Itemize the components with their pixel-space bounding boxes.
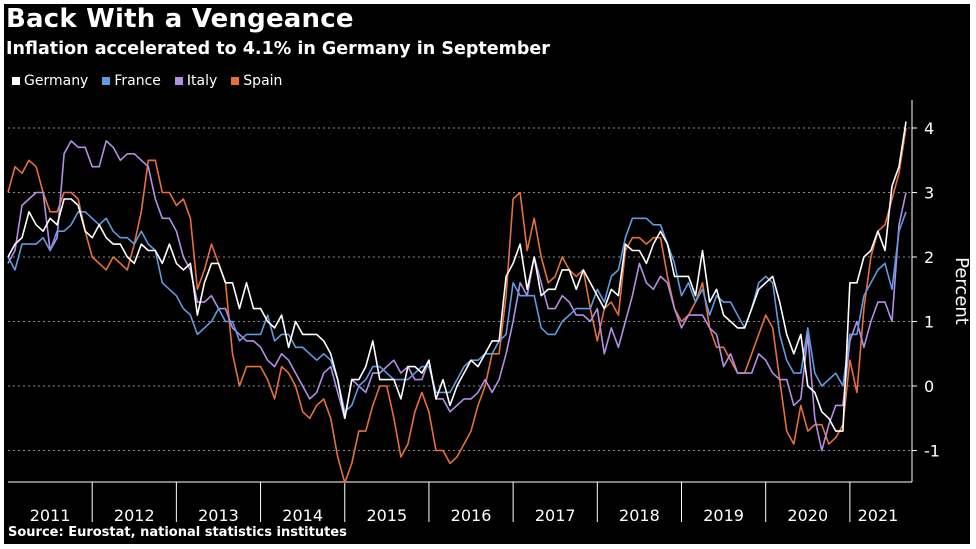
y-tick-label: -1 [924,442,940,461]
x-tick-label: 2015 [366,506,407,525]
legend-item-germany: Germany [12,73,88,89]
legend-item-france: France [102,73,161,89]
legend-label-france: France [114,73,161,89]
source-note: Source: Eurostat, national statistics in… [8,525,347,540]
x-tick-label: 2018 [619,506,660,525]
legend-item-italy: Italy [174,73,218,89]
legend-label-germany: Germany [24,73,89,89]
x-tick-label: 2016 [451,506,492,525]
x-tick-label: 2020 [787,506,828,525]
series-line-italy [7,140,907,452]
chart-title: Back With a Vengeance [6,4,354,34]
legend-swatch-germany [12,77,20,85]
y-tick-label: 0 [924,377,934,396]
y-axis-label: Percent [951,257,972,325]
series-line-france [7,211,907,413]
y-tick-label: 4 [924,119,934,138]
series-line-germany [7,121,907,432]
chart-subtitle: Inflation accelerated to 4.1% in Germany… [6,39,550,59]
chart-legend: Germany France Italy Spain [12,73,282,89]
legend-label-italy: Italy [186,73,218,89]
x-tick-label: 2012 [114,506,155,525]
y-tick-label: 1 [924,313,934,332]
legend-label-spain: Spain [243,73,283,89]
legend-swatch-italy [174,77,183,85]
x-tick-label: 2021 [858,506,899,525]
legend-item-spain: Spain [231,73,282,89]
series-line-spain [7,127,907,484]
x-tick-label: 2011 [30,506,71,525]
y-tick-label: 3 [924,184,934,203]
x-tick-label: 2014 [282,506,323,525]
legend-swatch-france [102,77,111,85]
x-tick-label: 2013 [198,506,239,525]
y-tick-label: 2 [924,248,934,267]
x-tick-label: 2019 [703,506,744,525]
chart-panel [4,4,970,544]
x-tick-label: 2017 [535,506,576,525]
legend-swatch-spain [231,77,240,85]
